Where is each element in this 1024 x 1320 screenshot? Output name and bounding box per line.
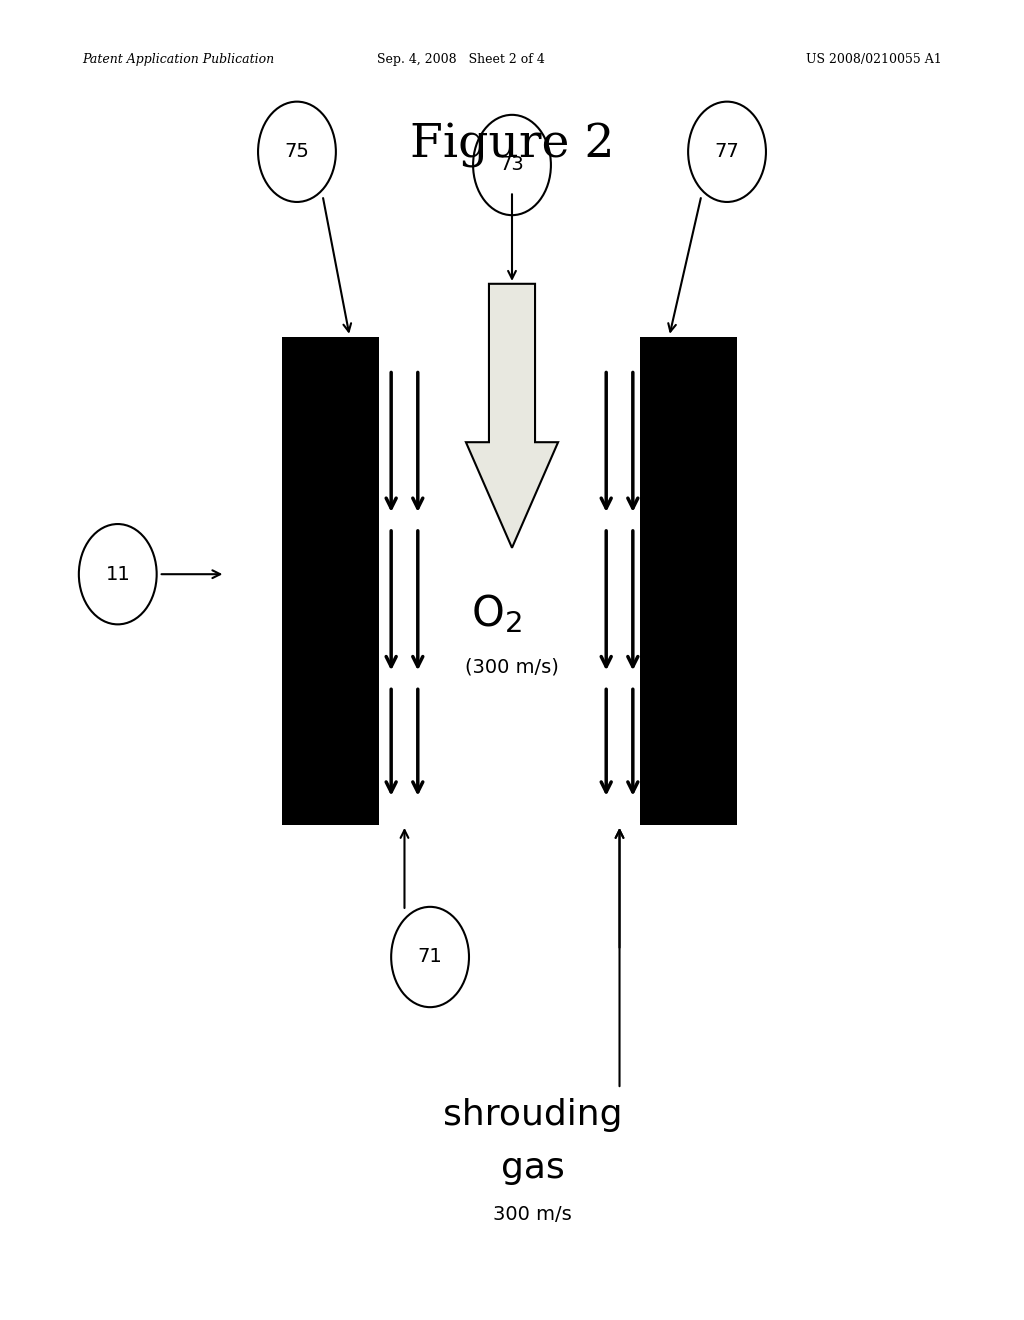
Text: shrouding: shrouding [442, 1098, 623, 1133]
Text: Figure 2: Figure 2 [410, 123, 614, 168]
Polygon shape [466, 284, 558, 548]
Text: 77: 77 [715, 143, 739, 161]
Text: Sep. 4, 2008   Sheet 2 of 4: Sep. 4, 2008 Sheet 2 of 4 [377, 53, 545, 66]
Text: $\mathrm{O_2}$: $\mathrm{O_2}$ [471, 593, 522, 635]
Text: Patent Application Publication: Patent Application Publication [82, 53, 274, 66]
Text: (300 m/s): (300 m/s) [465, 657, 559, 676]
Text: 73: 73 [500, 156, 524, 174]
Bar [640, 337, 737, 825]
Text: US 2008/0210055 A1: US 2008/0210055 A1 [806, 53, 942, 66]
Bar [282, 337, 379, 825]
Text: 75: 75 [285, 143, 309, 161]
Text: 11: 11 [105, 565, 130, 583]
Text: 300 m/s: 300 m/s [494, 1205, 571, 1224]
Text: gas: gas [501, 1151, 564, 1185]
Text: 71: 71 [418, 948, 442, 966]
